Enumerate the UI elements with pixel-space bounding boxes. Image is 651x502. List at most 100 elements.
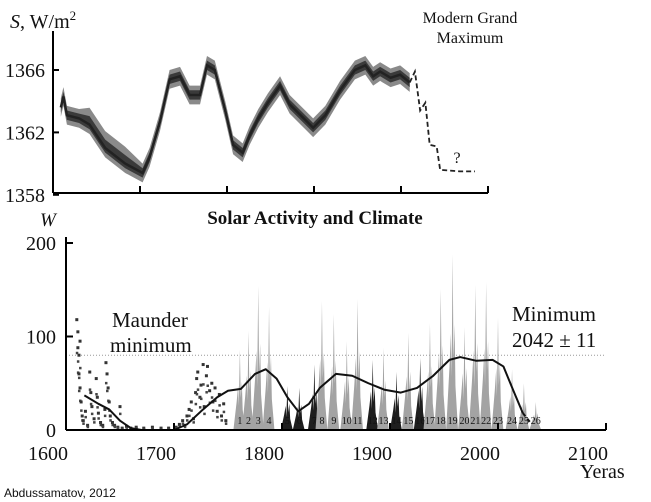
x-tick-label: 1900 (352, 443, 392, 465)
telescopic-point (86, 423, 90, 427)
cycle-spike-11 (351, 299, 363, 430)
tsi-y-tick-label: 1366 (5, 60, 45, 82)
telescopic-point (222, 410, 226, 414)
telescopic-point (107, 400, 111, 404)
cycle-spike-8 (315, 300, 328, 430)
tsi-inner-band (60, 60, 410, 178)
cycle-spike-14 (390, 372, 402, 430)
cycle-number-22: 22 (481, 416, 491, 427)
x-tick-label: 1700 (136, 443, 176, 465)
telescopic-point (90, 412, 94, 416)
cycle-spike-4 (262, 306, 275, 430)
telescopic-point (105, 372, 109, 376)
cycle-spike-12 (366, 359, 379, 430)
telescopic-point (200, 397, 203, 401)
cycle-spike-10 (340, 341, 353, 430)
tsi-uncertainty-band (60, 55, 410, 183)
modern-max-label-2: Maximum (437, 30, 504, 47)
telescopic-point (220, 419, 224, 422)
telescopic-point (210, 396, 214, 399)
telescopic-point (108, 414, 112, 418)
telescopic-point (77, 389, 81, 393)
cycle-spike-22 (479, 282, 492, 430)
telescopic-point (109, 419, 112, 422)
telescopic-point (77, 353, 81, 357)
forecast-question-mark: ? (453, 150, 460, 167)
telescopic-point (214, 399, 217, 403)
tsi-line (59, 63, 411, 175)
telescopic-point (106, 386, 110, 390)
cycle-number-4: 4 (267, 416, 272, 427)
telescopic-point (206, 384, 209, 387)
cycle-number-20: 20 (460, 416, 470, 427)
telescopic-point (88, 388, 92, 391)
cycle-number-18: 18 (436, 416, 446, 427)
modern-max-label-1: Modern Grand (423, 10, 518, 27)
cycle-number-23: 23 (493, 416, 503, 427)
y-tick-label: 200 (26, 233, 56, 255)
cycle-number-5: 5 (285, 416, 290, 427)
telescopic-point (77, 372, 81, 376)
cycle-spike-15 (401, 332, 414, 430)
telescopic-point (99, 423, 103, 427)
telescopic-point (76, 360, 80, 363)
cycle-number-16: 16 (415, 416, 425, 427)
telescopic-point (96, 411, 100, 415)
cycle-spike-20 (458, 327, 470, 430)
cycle-number-24: 24 (507, 416, 517, 427)
x-axis-label: Yeras (580, 461, 625, 483)
telescopic-point (97, 417, 100, 420)
cycle-spike-24 (505, 369, 518, 430)
telescopic-point (94, 377, 98, 381)
telescopic-point (195, 377, 199, 381)
telescopic-point (222, 402, 226, 406)
telescopic-point (199, 383, 203, 387)
cycle-number-6: 6 (297, 416, 302, 427)
telescopic-point (81, 419, 85, 423)
telescopic-point (82, 422, 85, 425)
cycle-spike-26 (529, 401, 542, 430)
telescopic-point (194, 402, 198, 406)
cycle-number-21: 21 (470, 416, 480, 427)
telescopic-point (215, 409, 219, 413)
cycle-number-9: 9 (331, 416, 336, 427)
telescopic-point (80, 409, 83, 412)
cycle-number-15: 15 (403, 416, 413, 427)
telescopic-point (121, 427, 124, 431)
maunder-label-2: minimum (110, 333, 192, 357)
telescopic-point (99, 421, 103, 425)
telescopic-point (167, 427, 171, 431)
telescopic-point (106, 389, 109, 393)
telescopic-point (113, 425, 117, 429)
maunder-label-1: Maunder (112, 308, 188, 332)
cycle-number-8: 8 (319, 416, 324, 427)
telescopic-point (205, 391, 208, 394)
telescopic-point (110, 421, 114, 425)
telescopic-point (177, 422, 181, 426)
cycle-number-17: 17 (425, 416, 435, 427)
telescopic-point (78, 339, 82, 343)
telescopic-point (75, 318, 79, 322)
telescopic-point (196, 370, 200, 374)
telescopic-point (119, 412, 122, 416)
tsi-ylabel: S, W/m2 (10, 8, 76, 33)
cycle-number-13: 13 (379, 416, 389, 427)
telescopic-point (151, 427, 154, 430)
telescopic-point (89, 402, 93, 406)
telescopic-point (95, 393, 98, 396)
cycle-number-26: 26 (531, 416, 541, 427)
telescopic-point (160, 427, 163, 431)
cycle-spike-21 (468, 285, 481, 430)
telescopic-point (84, 415, 87, 419)
cycle-number-7: 7 (312, 416, 317, 427)
telescopic-point (77, 376, 81, 380)
telescopic-point (188, 414, 191, 418)
x-tick-label: 2100 (568, 443, 608, 465)
cycle-number-3: 3 (256, 416, 261, 427)
minimum-label-1: Minimum (512, 302, 596, 326)
tsi-y-tick-label: 1362 (5, 122, 45, 144)
telescopic-point (93, 421, 96, 424)
cycle-number-10: 10 (342, 416, 352, 427)
telescopic-point (196, 388, 200, 391)
